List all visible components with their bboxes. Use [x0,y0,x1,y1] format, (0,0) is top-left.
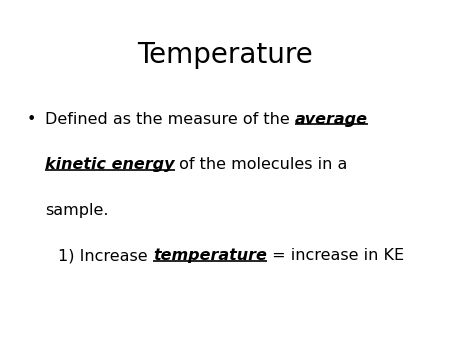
Text: 1) Increase: 1) Increase [58,248,153,263]
Text: kinetic energy: kinetic energy [45,157,175,172]
Text: average: average [295,112,368,126]
Text: = increase in KE: = increase in KE [267,248,404,263]
Text: temperature: temperature [153,248,267,263]
Text: of the molecules in a: of the molecules in a [175,157,348,172]
Text: •: • [27,112,36,126]
Text: Defined as the measure of the: Defined as the measure of the [45,112,295,126]
Text: Temperature: Temperature [137,41,313,69]
Text: sample.: sample. [45,203,108,218]
